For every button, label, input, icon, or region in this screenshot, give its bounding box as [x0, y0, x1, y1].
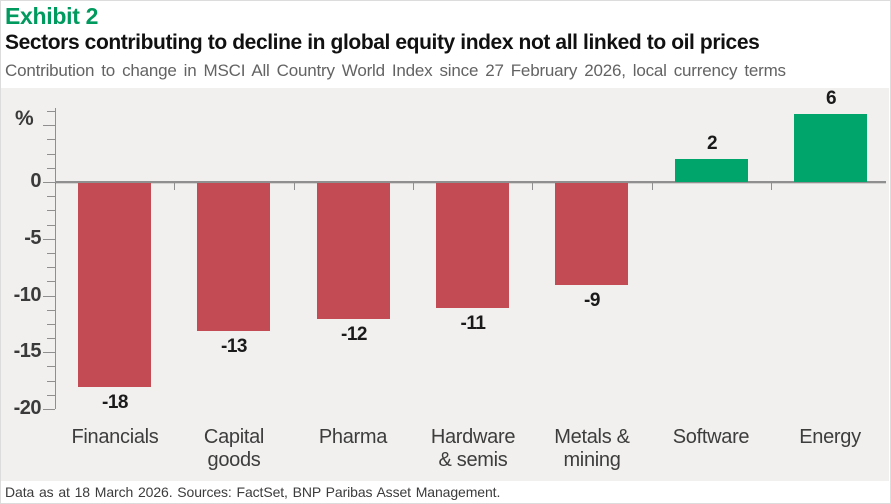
category-label-line: Energy	[799, 426, 861, 448]
y-major-tick	[43, 239, 55, 240]
category-label-line: & semis	[438, 449, 508, 471]
category-label-line: goods	[207, 449, 261, 471]
bar-metals-mining	[555, 183, 628, 285]
y-major-tick	[43, 409, 55, 410]
y-minor-tick	[47, 111, 55, 112]
y-minor-tick	[47, 210, 55, 211]
zero-axis-line	[55, 181, 886, 183]
value-label-hardware-semis: -11	[460, 313, 486, 334]
category-label-energy: Energy	[770, 426, 890, 449]
y-minor-tick	[47, 395, 55, 396]
y-tick-label: -20	[13, 397, 42, 419]
bar-software	[675, 159, 748, 182]
y-major-tick	[43, 182, 55, 183]
category-label-line: mining	[563, 449, 621, 471]
y-minor-tick	[47, 253, 55, 254]
y-major-tick	[43, 296, 55, 297]
value-label-capital-goods: -13	[221, 336, 247, 357]
bar-financials	[78, 183, 151, 387]
y-tick-label: -15	[13, 340, 42, 362]
bar-pharma	[317, 183, 390, 319]
bar-energy	[794, 114, 867, 182]
y-minor-tick	[47, 168, 55, 169]
x-axis-tick	[413, 183, 414, 190]
y-minor-tick	[47, 281, 55, 282]
footnote: Data as at 18 March 2026. Sources: FactS…	[5, 484, 501, 500]
y-major-tick	[43, 125, 55, 126]
category-label-line: Pharma	[318, 426, 388, 448]
value-label-financials: -18	[102, 392, 128, 413]
value-label-metals-mining: -9	[584, 290, 600, 311]
category-label-line: Metals &	[554, 426, 630, 448]
category-label-line: Hardware	[430, 426, 516, 448]
y-minor-tick	[47, 338, 55, 339]
y-tick-label: -5	[24, 227, 41, 249]
value-label-energy: 6	[825, 88, 837, 109]
category-label-line: Software	[672, 426, 750, 448]
value-label-software: 2	[706, 133, 718, 154]
chart-subtitle: Contribution to change in MSCI All Count…	[5, 61, 786, 80]
category-label-pharma: Pharma	[293, 426, 413, 449]
category-label-capital-goods: Capital goods	[174, 426, 294, 472]
y-axis-line	[55, 108, 56, 409]
y-tick-label: -10	[13, 284, 42, 306]
y-minor-tick	[47, 324, 55, 325]
y-minor-tick	[47, 267, 55, 268]
category-label-software: Software	[651, 426, 771, 449]
chart-panel: % 0 -5 -10 -15 -20 -18 Financials -13 Capital goo…	[1, 88, 889, 481]
x-axis-tick	[294, 183, 295, 190]
x-axis-tick	[652, 183, 653, 190]
x-axis-tick	[771, 183, 772, 190]
y-tick-label: 0	[30, 170, 41, 192]
category-label-hardware-semis: Hardware & semis	[413, 426, 533, 472]
category-label-line: Capital	[203, 426, 265, 448]
y-minor-tick	[47, 366, 55, 367]
value-label-pharma: -12	[341, 324, 367, 345]
x-axis-tick	[174, 183, 175, 190]
category-label-line: Financials	[71, 426, 159, 448]
y-minor-tick	[47, 154, 55, 155]
exhibit-label: Exhibit 2	[5, 3, 99, 29]
category-label-metals-mining: Metals & mining	[532, 426, 652, 472]
y-minor-tick	[47, 310, 55, 311]
x-axis-tick	[532, 183, 533, 190]
y-minor-tick	[47, 225, 55, 226]
y-minor-tick	[47, 381, 55, 382]
y-axis-unit-label: %	[15, 107, 34, 130]
bar-capital-goods	[197, 183, 270, 331]
y-major-tick	[43, 352, 55, 353]
y-minor-tick	[47, 196, 55, 197]
category-label-financials: Financials	[55, 426, 175, 449]
bar-hardware-semis	[436, 183, 509, 308]
y-minor-tick	[47, 139, 55, 140]
page-title: Sectors contributing to decline in globa…	[5, 31, 760, 54]
